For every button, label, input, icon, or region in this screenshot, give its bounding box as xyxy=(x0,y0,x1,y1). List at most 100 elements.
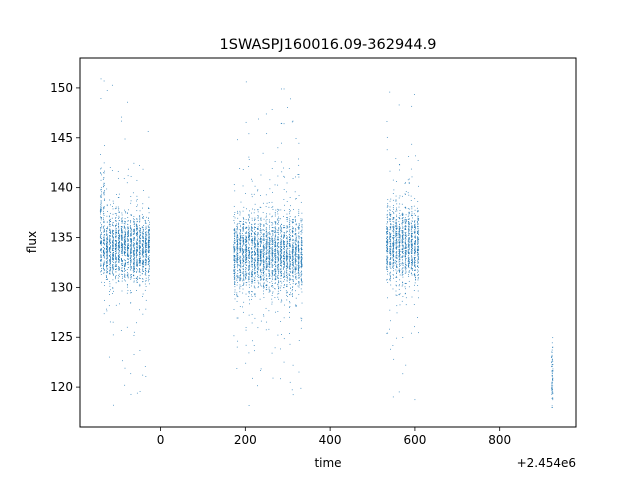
data-point xyxy=(278,298,279,300)
data-point xyxy=(292,246,294,248)
data-point xyxy=(100,217,102,219)
data-point xyxy=(287,277,288,279)
data-point xyxy=(252,257,253,259)
data-point xyxy=(272,250,273,251)
data-point xyxy=(100,241,102,243)
data-point xyxy=(139,250,141,252)
data-point xyxy=(124,221,126,223)
data-point xyxy=(298,164,300,166)
data-point xyxy=(136,265,137,267)
data-point xyxy=(242,272,244,274)
data-point xyxy=(290,210,291,212)
data-point xyxy=(275,275,277,277)
data-point xyxy=(281,249,283,251)
data-point xyxy=(133,262,135,264)
data-point xyxy=(139,255,141,257)
data-point xyxy=(245,267,247,269)
data-point xyxy=(109,243,111,244)
data-point xyxy=(143,240,144,242)
data-point xyxy=(130,302,132,304)
data-point xyxy=(139,309,140,311)
data-point xyxy=(141,270,143,272)
data-point xyxy=(100,260,102,262)
data-point xyxy=(115,217,117,218)
data-point xyxy=(297,247,299,248)
data-point xyxy=(260,229,262,231)
data-point xyxy=(126,254,128,256)
data-point xyxy=(121,237,122,239)
data-point xyxy=(286,257,288,259)
data-point xyxy=(237,212,239,214)
data-point xyxy=(295,297,297,299)
data-point xyxy=(115,235,117,237)
data-point xyxy=(236,280,238,281)
data-point xyxy=(291,251,293,252)
data-point xyxy=(103,240,104,242)
data-point xyxy=(242,245,244,247)
data-point xyxy=(260,320,262,322)
data-point xyxy=(118,212,120,213)
data-point xyxy=(242,254,244,256)
data-point xyxy=(109,239,111,241)
data-point xyxy=(269,282,271,284)
data-point xyxy=(260,254,262,256)
data-point xyxy=(146,260,147,262)
data-point xyxy=(112,248,114,250)
data-point xyxy=(133,236,135,238)
data-point xyxy=(123,259,125,261)
data-point xyxy=(274,254,276,256)
data-point xyxy=(106,188,108,190)
data-point xyxy=(387,237,389,238)
data-point xyxy=(272,273,273,274)
data-point xyxy=(287,257,288,259)
data-point xyxy=(254,203,256,205)
data-point xyxy=(301,256,303,258)
data-point xyxy=(275,266,277,268)
data-point xyxy=(234,230,236,232)
data-point xyxy=(387,271,389,272)
data-point xyxy=(263,256,265,258)
data-point xyxy=(277,283,279,285)
data-point xyxy=(288,242,290,244)
data-point xyxy=(117,177,119,179)
data-point xyxy=(280,261,282,263)
data-point xyxy=(139,350,141,351)
data-point xyxy=(139,210,141,212)
data-point xyxy=(240,243,242,244)
data-point xyxy=(239,265,241,267)
data-point xyxy=(142,262,144,264)
data-point xyxy=(291,252,293,254)
data-point xyxy=(290,256,291,257)
data-point xyxy=(148,261,150,263)
data-point xyxy=(141,262,143,264)
data-point xyxy=(284,176,285,178)
data-point xyxy=(251,276,252,278)
data-point xyxy=(127,247,129,249)
data-point xyxy=(121,249,123,251)
data-point xyxy=(386,221,388,223)
data-point xyxy=(129,258,131,260)
data-point xyxy=(271,207,273,208)
data-point xyxy=(291,236,293,237)
data-point xyxy=(239,210,241,212)
data-point xyxy=(115,231,116,233)
data-point xyxy=(268,236,270,238)
data-point xyxy=(263,293,264,295)
data-point xyxy=(292,276,294,278)
data-point xyxy=(291,247,293,249)
data-point xyxy=(292,235,294,237)
data-point xyxy=(118,246,120,247)
data-point xyxy=(110,235,111,237)
data-point xyxy=(297,277,299,279)
data-point xyxy=(262,259,264,261)
data-point xyxy=(272,274,274,276)
data-point xyxy=(101,224,102,226)
data-point xyxy=(269,233,271,235)
data-point xyxy=(275,250,277,252)
data-point xyxy=(301,251,303,253)
data-point xyxy=(114,248,116,249)
data-point xyxy=(300,257,302,259)
data-point xyxy=(257,245,259,247)
data-point xyxy=(130,200,132,202)
